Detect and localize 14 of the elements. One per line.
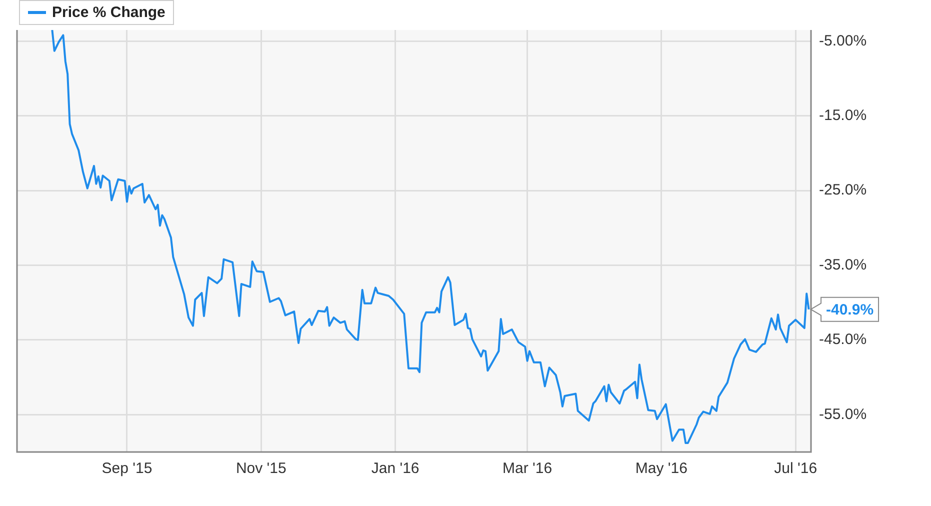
y-tick-label: -5.00% — [819, 32, 867, 50]
y-tick-label: -15.0% — [819, 107, 867, 124]
x-tick-label: Mar '16 — [502, 460, 552, 478]
x-tick-label: Jul '16 — [774, 460, 818, 478]
y-tick-label: -35.0% — [819, 256, 867, 274]
x-tick-label: Nov '15 — [236, 460, 286, 478]
legend-label: Price % Change — [52, 4, 166, 21]
x-tick-label: Sep '15 — [102, 460, 152, 478]
y-tick-label: -25.0% — [819, 182, 867, 199]
x-tick-label: Jan '16 — [371, 460, 420, 478]
annotation: -40.9% — [826, 301, 874, 318]
y-tick-label: -55.0% — [819, 406, 867, 423]
x-tick-label: May '16 — [635, 460, 688, 478]
y-tick-label: -45.0% — [819, 331, 867, 348]
